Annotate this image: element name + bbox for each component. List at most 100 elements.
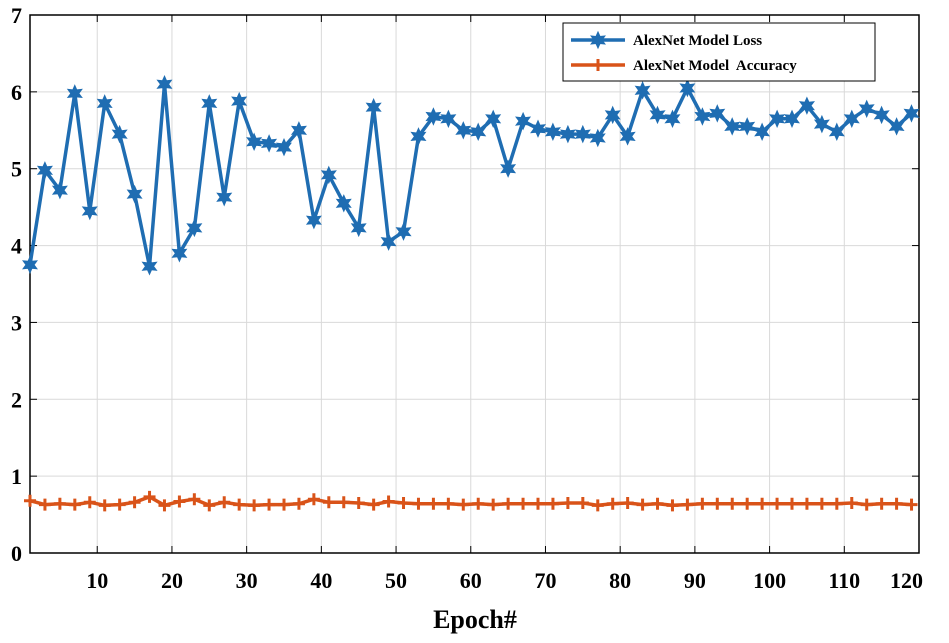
data-point xyxy=(514,111,532,131)
data-point xyxy=(860,498,873,511)
legend-marker xyxy=(590,30,606,50)
data-point xyxy=(382,495,395,508)
data-point xyxy=(470,122,487,142)
data-point xyxy=(66,84,83,103)
data-point xyxy=(696,497,709,510)
data-point xyxy=(36,161,54,180)
legend-marker xyxy=(592,59,604,71)
data-point xyxy=(201,94,218,113)
data-point xyxy=(502,497,515,510)
data-point xyxy=(589,128,606,148)
data-point xyxy=(532,497,544,510)
data-point xyxy=(233,498,246,511)
data-point xyxy=(604,105,621,125)
y-tick-label: 7 xyxy=(11,3,22,28)
x-tick-label: 70 xyxy=(534,568,556,593)
x-axis-label: Epoch# xyxy=(433,605,517,634)
data-point xyxy=(694,107,711,126)
legend-box xyxy=(562,22,876,82)
data-point xyxy=(739,117,756,136)
data-point xyxy=(574,124,591,144)
data-point xyxy=(517,497,530,510)
y-tick-label: 0 xyxy=(11,541,22,566)
series-accuracy xyxy=(24,490,918,512)
data-point xyxy=(81,201,98,221)
data-point xyxy=(768,109,786,129)
series-layer xyxy=(22,74,920,512)
data-point xyxy=(335,194,352,213)
data-point xyxy=(425,107,442,126)
data-point xyxy=(784,109,800,129)
data-point xyxy=(24,494,36,507)
data-point xyxy=(22,255,38,275)
y-tick-label: 3 xyxy=(11,310,22,335)
data-point xyxy=(337,496,350,509)
data-point xyxy=(412,497,425,510)
data-point xyxy=(290,121,308,140)
data-point xyxy=(487,498,500,511)
data-point xyxy=(619,127,636,146)
data-point xyxy=(500,159,517,178)
data-point xyxy=(188,493,201,506)
data-point xyxy=(711,497,724,510)
data-point xyxy=(621,497,634,510)
x-tick-label: 110 xyxy=(828,568,860,593)
data-point xyxy=(380,232,397,251)
data-point xyxy=(756,497,769,510)
data-point xyxy=(276,137,292,157)
data-point xyxy=(681,498,694,511)
data-point xyxy=(771,497,784,510)
data-point xyxy=(141,257,158,276)
data-point xyxy=(128,496,141,509)
data-point xyxy=(875,497,888,510)
data-point xyxy=(350,218,367,238)
data-point xyxy=(68,498,81,511)
data-point xyxy=(96,94,113,113)
x-tick-label: 40 xyxy=(310,568,332,593)
data-point xyxy=(156,74,173,94)
data-point xyxy=(455,121,472,140)
data-point xyxy=(786,497,798,510)
data-point xyxy=(320,165,337,185)
data-point xyxy=(365,97,382,117)
data-point xyxy=(530,119,546,138)
data-point xyxy=(158,499,171,512)
data-point xyxy=(173,495,186,508)
data-point xyxy=(51,180,68,200)
data-point xyxy=(905,498,918,511)
x-tick-label: 120 xyxy=(890,568,923,593)
x-tick-label: 90 xyxy=(684,568,706,593)
y-tick-label: 4 xyxy=(11,234,22,259)
data-point xyxy=(649,105,666,125)
data-point xyxy=(830,497,843,510)
y-tick-label: 5 xyxy=(11,157,22,182)
data-point xyxy=(203,499,216,512)
x-tick-label: 50 xyxy=(385,568,407,593)
plot-area xyxy=(30,15,919,553)
data-point xyxy=(111,124,128,144)
data-point xyxy=(858,99,875,119)
data-point xyxy=(472,497,485,510)
data-point xyxy=(395,222,412,241)
data-point xyxy=(218,496,231,509)
data-point xyxy=(559,124,576,144)
data-point xyxy=(576,497,589,510)
data-point xyxy=(410,127,427,146)
data-point xyxy=(709,104,726,123)
data-point xyxy=(485,109,502,129)
y-tick-label: 1 xyxy=(11,464,22,489)
data-point xyxy=(828,122,845,142)
data-point xyxy=(457,498,470,511)
series-loss xyxy=(22,74,920,276)
x-tick-label: 10 xyxy=(86,568,108,593)
data-point xyxy=(260,134,278,153)
data-point xyxy=(38,498,51,511)
data-point xyxy=(724,117,741,136)
data-point xyxy=(216,187,233,207)
y-tick-label: 2 xyxy=(11,387,22,412)
data-point xyxy=(440,109,457,129)
data-point xyxy=(679,78,696,98)
data-point xyxy=(186,218,203,238)
axes: 0 1 2 3 4 5 6 7 10 20 30 40 50 60 70 80 90 100 110 120 xyxy=(11,3,923,593)
